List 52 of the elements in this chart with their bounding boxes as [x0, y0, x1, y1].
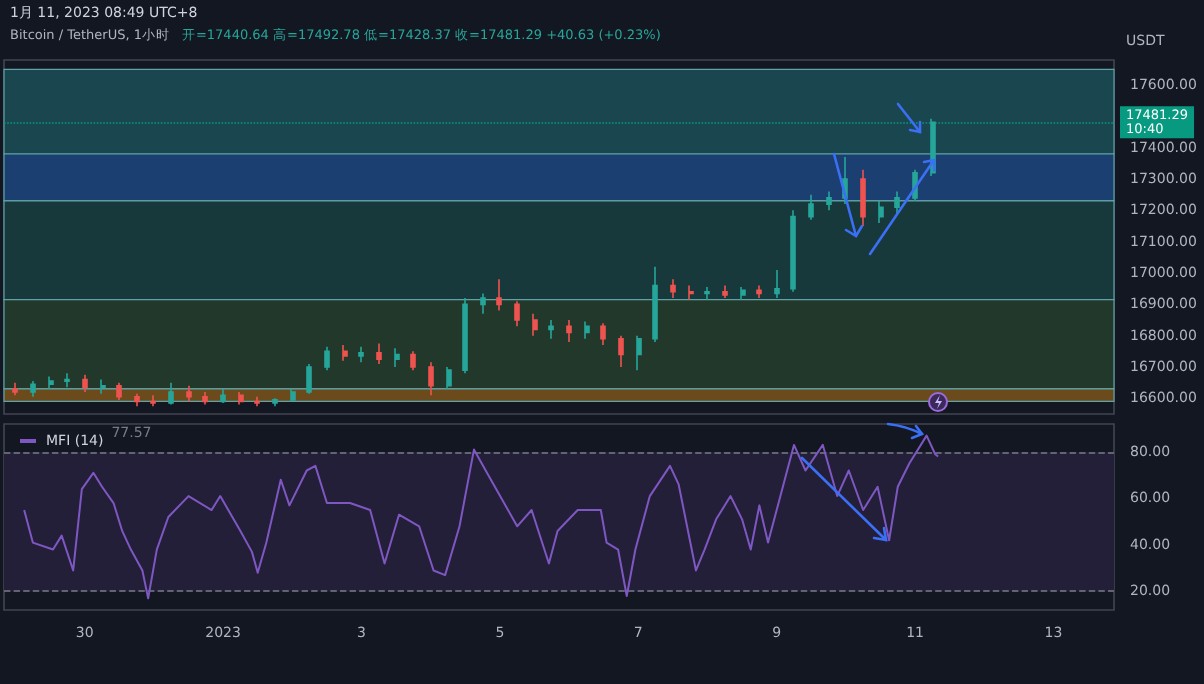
- candlestick: [116, 381, 122, 401]
- candlestick: [238, 391, 244, 406]
- candlestick: [272, 397, 278, 407]
- candlestick: [12, 381, 18, 396]
- candlestick: [808, 193, 814, 221]
- candlestick: [82, 374, 88, 393]
- candlestick: [480, 292, 486, 315]
- candlestick: [30, 380, 36, 398]
- candlestick: [826, 190, 832, 212]
- candlestick: [220, 388, 226, 404]
- line-series: [23, 434, 940, 600]
- candlestick: [618, 334, 624, 368]
- candlestick: [100, 378, 106, 395]
- candlestick: [584, 320, 590, 340]
- candlestick: [670, 278, 676, 299]
- candlestick: [134, 392, 140, 407]
- candlestick: [150, 394, 156, 407]
- candlestick: [652, 265, 658, 343]
- candlestick: [202, 391, 208, 406]
- candlestick: [636, 334, 642, 371]
- candlestick: [342, 344, 348, 362]
- candlestick: [496, 278, 502, 312]
- candlestick: [290, 388, 296, 403]
- candlestick: [688, 284, 694, 301]
- candlestick: [894, 190, 900, 215]
- candlestick: [324, 345, 330, 371]
- candlestick: [410, 350, 416, 371]
- candlestick: [64, 372, 70, 389]
- candlestick: [548, 319, 554, 340]
- candlestick: [740, 286, 746, 301]
- candlestick: [756, 284, 762, 299]
- candlestick: [376, 342, 382, 365]
- candlestick: [790, 209, 796, 293]
- candlestick: [600, 322, 606, 346]
- candlestick: [722, 284, 728, 299]
- candlestick: [860, 168, 866, 227]
- candlestick: [306, 363, 312, 395]
- candlestick: [774, 269, 780, 299]
- candlestick: [878, 200, 884, 224]
- candlestick: [462, 297, 468, 375]
- candlestick: [428, 361, 434, 396]
- candlestick: [514, 300, 520, 328]
- candlestick: [446, 366, 452, 390]
- candlestick: [394, 347, 400, 368]
- candlestick: [254, 395, 260, 407]
- candlestick: [168, 381, 174, 406]
- candlestick: [358, 345, 364, 364]
- candlestick: [566, 319, 572, 343]
- candlestick: [532, 312, 538, 337]
- candlestick: [186, 385, 192, 403]
- candlestick: [48, 375, 54, 390]
- candlestick: [704, 286, 710, 301]
